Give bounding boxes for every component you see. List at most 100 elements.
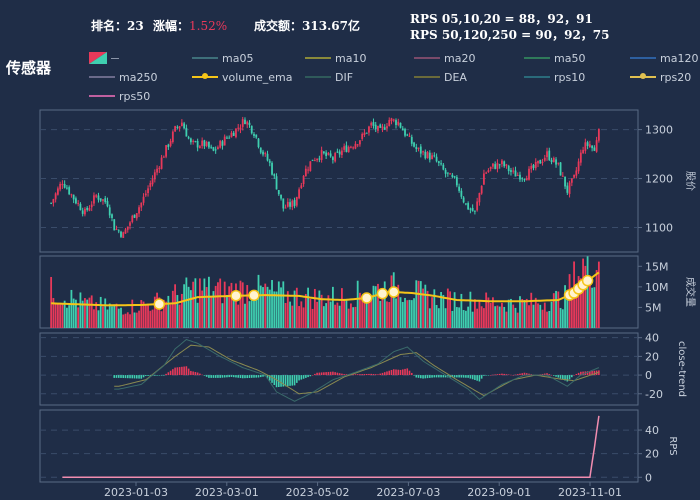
volume-bar [88, 297, 91, 328]
macd-histogram-bar [160, 375, 163, 376]
volume-bar [72, 298, 75, 328]
volume-bar [304, 293, 307, 328]
legend-rps20[interactable]: rps20 [630, 70, 691, 84]
candle-body [185, 127, 188, 137]
legend-dea[interactable]: DEA [414, 70, 467, 84]
legend-ma250[interactable]: ma250 [89, 70, 157, 84]
volume-ema-marker [360, 292, 373, 304]
candle-body [144, 193, 147, 196]
candle-body [543, 157, 546, 161]
volume-ema-marker [388, 286, 400, 298]
volume-bar [226, 294, 228, 328]
legend-ma05[interactable]: ma05 [192, 51, 253, 65]
volume-bar [97, 310, 100, 328]
legend-ma50[interactable]: ma50 [524, 51, 585, 65]
macd-histogram-bar [492, 374, 494, 376]
macd-histogram-bar [489, 375, 492, 376]
legend-ma10[interactable]: ma10 [305, 51, 366, 65]
candle-body [313, 160, 316, 162]
legend-swatch [524, 57, 550, 59]
volume-bar [514, 307, 517, 328]
volume-bar [246, 285, 249, 328]
candle-body [494, 164, 497, 169]
legend-ma120[interactable]: ma120 [630, 51, 698, 65]
volume-bar [464, 310, 467, 328]
candle-body [514, 170, 517, 177]
macd-histogram-bar [203, 375, 206, 376]
macd-histogram-bar [287, 375, 289, 387]
candle-body [525, 178, 528, 181]
x-tick-label: 2023-07-03 [376, 486, 440, 499]
volume-bar [494, 306, 497, 328]
candle-body [464, 203, 467, 205]
candle-body [52, 199, 55, 204]
candle-body [295, 197, 298, 206]
macd-histogram-bar [410, 372, 413, 376]
volume-bar [586, 256, 589, 328]
macd-histogram-bar [329, 371, 332, 376]
candle-body [320, 150, 323, 161]
candle-body [519, 174, 521, 180]
volume-bar [566, 297, 569, 328]
macd-histogram-bar [474, 375, 476, 381]
candle-body [302, 175, 305, 185]
macd-histogram-bar [345, 374, 348, 376]
candle-body [566, 185, 569, 193]
legend-candle[interactable] [89, 51, 119, 65]
legend-ma20[interactable]: ma20 [414, 51, 475, 65]
macd-histogram-bar [505, 374, 508, 376]
candle-body [442, 164, 445, 170]
volume-ema-marker [581, 274, 594, 287]
macd-histogram-bar [309, 375, 312, 377]
candle-body [575, 170, 578, 176]
candle-body [140, 202, 143, 208]
candle-body [570, 178, 573, 183]
volume-bar [483, 308, 485, 328]
macd-histogram-bar [131, 375, 134, 379]
macd-histogram-bar [129, 375, 131, 379]
macd-histogram-bar [426, 375, 429, 379]
candle-body [392, 119, 395, 121]
volume-bar [582, 258, 584, 328]
x-tick-label: 2023-05-02 [286, 486, 350, 499]
candle-body [50, 202, 53, 204]
legend-rps10[interactable]: rps10 [524, 70, 585, 84]
candle-body [165, 145, 167, 157]
macd-histogram-bar [199, 373, 201, 376]
candle-body [377, 125, 379, 131]
legend-dif[interactable]: DIF [305, 70, 353, 84]
macd-histogram-bar [386, 371, 388, 376]
candle-body [381, 126, 384, 129]
volume-bar [388, 302, 391, 328]
volume-bar [241, 282, 244, 328]
candle-body [374, 124, 377, 130]
candle-body [440, 163, 442, 165]
volume-bar [453, 292, 456, 328]
candle-body [550, 159, 553, 163]
candle-body [214, 149, 217, 151]
macd-histogram-bar [435, 375, 438, 378]
candle-body [70, 194, 73, 196]
dea-line [114, 344, 600, 397]
volume-bar [557, 291, 560, 328]
candle-body [410, 136, 413, 144]
candle-body [458, 186, 461, 191]
candle-body [437, 161, 440, 164]
macd-histogram-bar [325, 372, 327, 376]
macd-histogram-bar [361, 374, 363, 376]
legend-rps50[interactable]: rps50 [89, 89, 150, 103]
volume-bar [212, 291, 215, 328]
volume-bar [564, 285, 566, 328]
macd-histogram-bar [237, 375, 240, 378]
volume-bar [496, 305, 499, 328]
candle-body [266, 153, 269, 161]
volume-tick-label: 10M [645, 281, 669, 294]
volume-bar [395, 298, 397, 328]
macd-histogram-bar [514, 374, 517, 376]
volume-bar [471, 311, 474, 328]
volume-axis-label: 成交量 [684, 277, 697, 307]
legend-volume-ema[interactable]: volume_ema [192, 70, 292, 84]
macd-histogram-bar [183, 366, 185, 376]
candle-body [505, 164, 508, 166]
candle-body [284, 207, 287, 209]
